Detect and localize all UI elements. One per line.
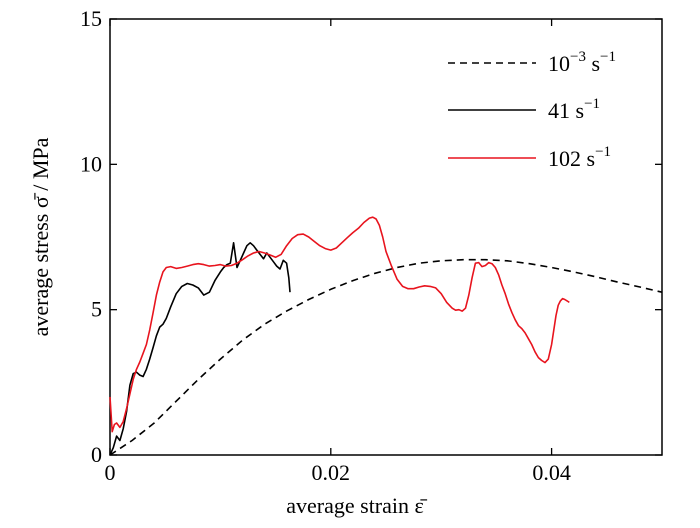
legend-label-unit: s xyxy=(581,146,595,171)
y-tick-label: 15 xyxy=(80,6,102,31)
y-tick-label: 10 xyxy=(80,151,102,176)
legend-label-1: 41 s−1 xyxy=(548,96,600,123)
legend-label-unit: s xyxy=(570,98,584,123)
y-tick-label: 5 xyxy=(91,297,102,322)
legend-label-unit: s xyxy=(586,51,600,76)
x-tick-label: 0.02 xyxy=(312,460,351,485)
legend-label-unit-exponent: −1 xyxy=(595,144,611,160)
legend-label-exponent: −3 xyxy=(570,49,586,65)
legend-label-0: 10−3 s−1 xyxy=(548,49,616,76)
series-lines xyxy=(109,216,663,456)
plot-frame xyxy=(109,18,663,456)
legend-label-unit-exponent: −1 xyxy=(600,49,616,65)
legend-label-base: 102 xyxy=(548,146,581,171)
legend-label-base: 41 xyxy=(548,98,570,123)
legend-label-unit-exponent: −1 xyxy=(584,96,600,112)
x-tick-label: 0 xyxy=(105,460,116,485)
y-axis-label: average stress σ̄ / MPa xyxy=(28,137,53,336)
series-line-0 xyxy=(109,258,663,456)
legend-label-2: 102 s−1 xyxy=(548,144,611,171)
y-tick-label: 0 xyxy=(91,442,102,467)
x-axis-label: average strain ε̄ xyxy=(286,493,428,518)
series-line-2 xyxy=(109,216,570,433)
series-line-1 xyxy=(109,242,291,456)
legend-label-base: 10 xyxy=(548,51,570,76)
x-tick-label: 0.04 xyxy=(532,460,571,485)
axis-ticks: 0 0.02 0.04 0 5 10 15 xyxy=(80,6,662,485)
